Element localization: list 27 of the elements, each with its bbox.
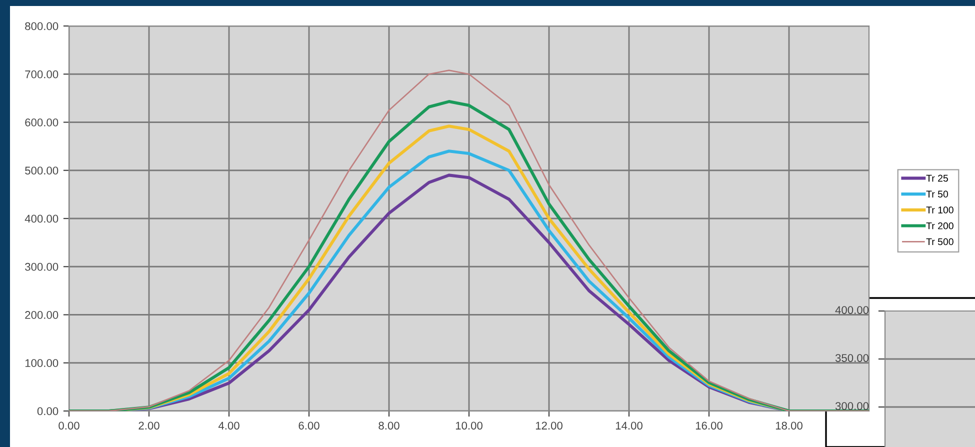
x-tick-label: 4.00	[218, 422, 240, 430]
x-tick-label: 12.00	[536, 422, 562, 430]
x-tick-label: 18.00	[776, 422, 802, 430]
x-tick-label: 8.00	[378, 422, 400, 430]
annotation: 400.00	[835, 306, 869, 314]
legend-label: Tr 500	[926, 238, 954, 246]
x-tick-label: 14.00	[616, 422, 642, 430]
y-tick-label: 500.00	[25, 166, 58, 175]
y-tick-label: 700.00	[25, 70, 58, 78]
y-tick-label: 100.00	[25, 359, 58, 368]
x-tick-label: 0.00	[58, 422, 80, 430]
legend-label: Tr 200	[926, 222, 954, 230]
y-tick-label: 200.00	[25, 311, 58, 319]
legend-label: Tr 100	[926, 206, 954, 214]
legend-label: Tr 25	[926, 174, 948, 182]
y-tick-label: 300.00	[25, 262, 58, 271]
annotation: 300.00	[835, 402, 869, 410]
y-tick-label: 600.00	[25, 118, 58, 126]
y-tick-label: 0.00	[37, 407, 58, 416]
legend-label: Tr 50	[926, 190, 948, 198]
x-tick-label: 6.00	[298, 422, 320, 430]
y-tick-label: 400.00	[24, 214, 58, 223]
x-tick-label: 2.00	[138, 422, 160, 430]
y-tick-label: 800.00	[25, 22, 58, 30]
x-tick-label: 16.00	[696, 422, 722, 430]
x-tick-label: 10.00	[456, 422, 482, 430]
annotation: 350.00	[835, 354, 869, 362]
